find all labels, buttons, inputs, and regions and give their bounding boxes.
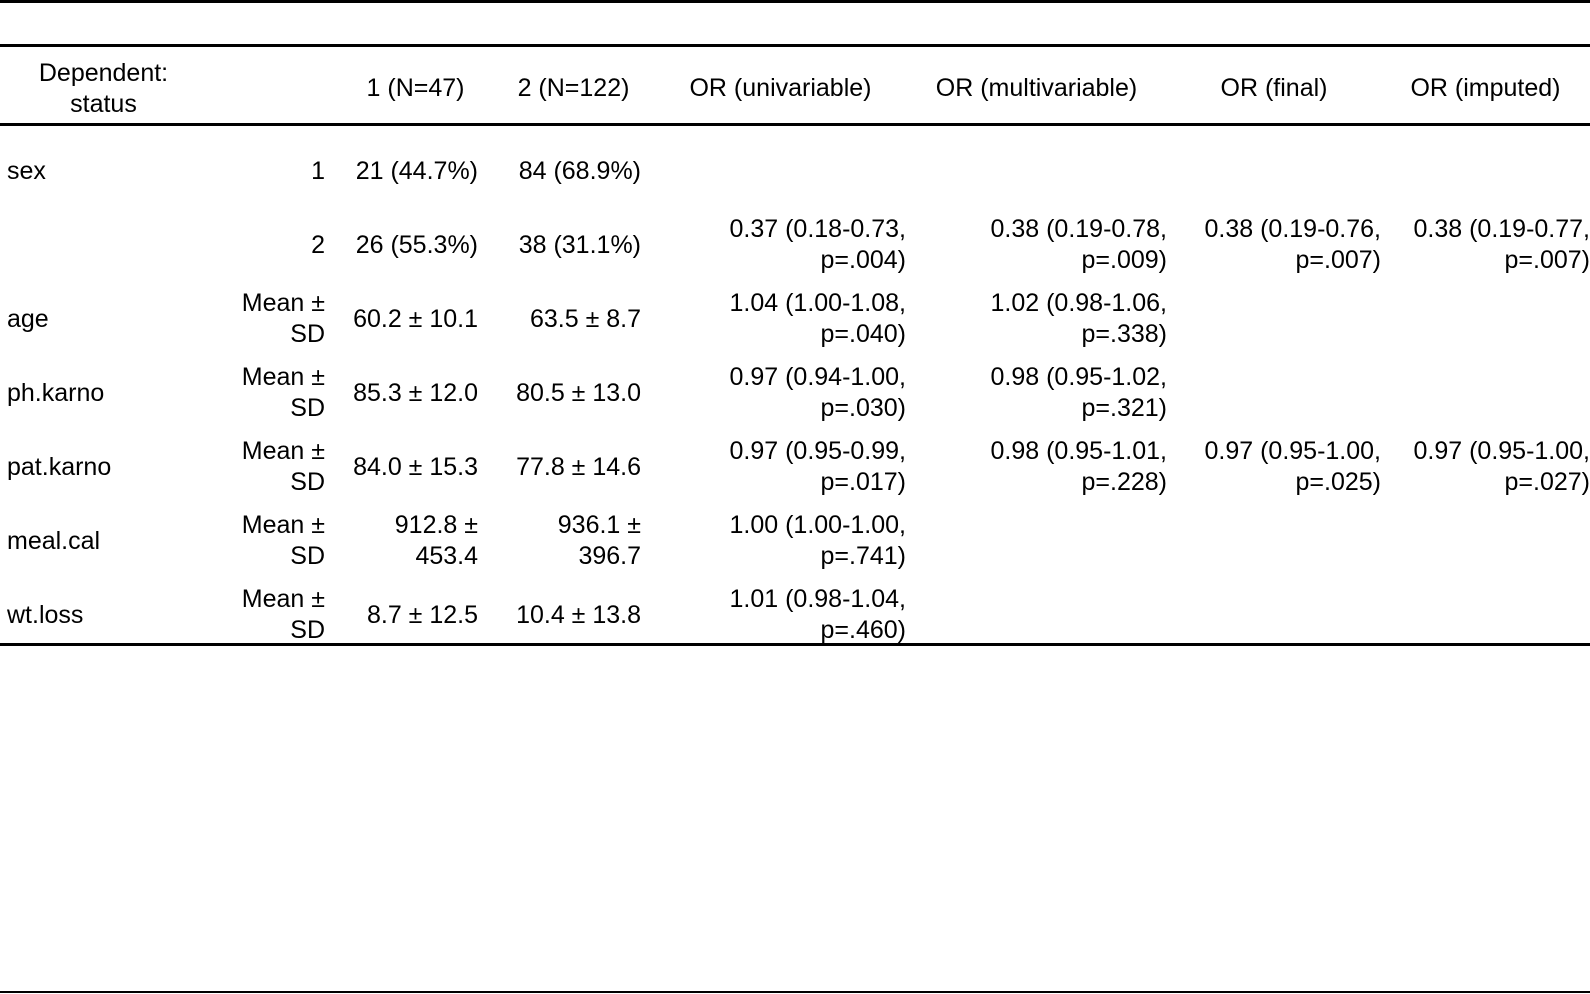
or-univariable-cell: 0.97 (0.94-1.00, p=.030) bbox=[729, 363, 906, 422]
group-1-cell: 85.3 ± 12.0 bbox=[353, 378, 478, 407]
group-2-cell: 63.5 ± 8.7 bbox=[529, 304, 641, 333]
top-rule bbox=[0, 0, 1590, 3]
or-multivariable-cell bbox=[906, 578, 1167, 652]
level-cell: 2 bbox=[311, 230, 325, 259]
variable-label: sex bbox=[7, 156, 46, 185]
table-row: 2 26 (55.3%) 38 (31.1%) 0.37 (0.18-0.73,… bbox=[0, 208, 1590, 282]
level-cell: Mean ± SD bbox=[241, 363, 325, 422]
header-bottom-rule bbox=[0, 123, 1590, 126]
header-level bbox=[207, 49, 339, 128]
variable-label: ph.karno bbox=[7, 378, 105, 407]
or-multivariable-cell: 0.98 (0.95-1.01, p=.228) bbox=[990, 437, 1167, 496]
table-row: sex 1 21 (44.7%) 84 (68.9%) bbox=[0, 128, 1590, 208]
level-cell: Mean ± SD bbox=[241, 511, 325, 570]
header-group-1: 1 (N=47) bbox=[366, 74, 465, 102]
header-top-rule bbox=[0, 44, 1590, 47]
or-univariable-cell: 0.97 (0.95-0.99, p=.017) bbox=[729, 437, 906, 496]
or-final-cell bbox=[1167, 128, 1381, 208]
header-group-2: 2 (N=122) bbox=[517, 74, 630, 102]
or-univariable-cell: 1.04 (1.00-1.08, p=.040) bbox=[729, 289, 906, 348]
group-1-cell: 21 (44.7%) bbox=[355, 156, 478, 185]
or-imputed-cell bbox=[1381, 128, 1590, 208]
table-row: pat.karno Mean ± SD 84.0 ± 15.3 77.8 ± 1… bbox=[0, 430, 1590, 504]
or-final-cell bbox=[1167, 356, 1381, 430]
variable-label: meal.cal bbox=[7, 526, 101, 555]
or-final-cell bbox=[1167, 504, 1381, 578]
group-1-cell: 60.2 ± 10.1 bbox=[353, 304, 478, 333]
or-imputed-cell bbox=[1381, 578, 1590, 652]
table-row: ph.karno Mean ± SD 85.3 ± 12.0 80.5 ± 13… bbox=[0, 356, 1590, 430]
group-2-cell: 38 (31.1%) bbox=[518, 230, 641, 259]
table-bottom-rule bbox=[0, 643, 1590, 646]
level-cell: Mean ± SD bbox=[241, 437, 325, 496]
or-imputed-cell bbox=[1381, 504, 1590, 578]
or-multivariable-cell bbox=[906, 128, 1167, 208]
group-1-cell: 26 (55.3%) bbox=[355, 230, 478, 259]
variable-label: pat.karno bbox=[7, 452, 112, 481]
table-row: meal.cal Mean ± SD 912.8 ± 453.4 936.1 ±… bbox=[0, 504, 1590, 578]
level-cell: 1 bbox=[311, 156, 325, 185]
or-multivariable-cell: 0.98 (0.95-1.02, p=.321) bbox=[990, 363, 1167, 422]
header-or-final: OR (final) bbox=[1220, 74, 1328, 102]
table-header-row: Dependent: status 1 (N=47) 2 (N=122) OR … bbox=[0, 49, 1590, 128]
table-row: wt.loss Mean ± SD 8.7 ± 12.5 10.4 ± 13.8… bbox=[0, 578, 1590, 652]
or-imputed-cell: 0.97 (0.95-1.00, p=.027) bbox=[1413, 437, 1590, 496]
or-multivariable-cell: 1.02 (0.98-1.06, p=.338) bbox=[990, 289, 1167, 348]
level-cell: Mean ± SD bbox=[241, 289, 325, 348]
or-final-cell bbox=[1167, 282, 1381, 356]
group-2-cell: 80.5 ± 13.0 bbox=[516, 378, 641, 407]
group-2-cell: 936.1 ± 396.7 bbox=[557, 511, 641, 570]
or-final-cell: 0.38 (0.19-0.76, p=.007) bbox=[1204, 215, 1381, 274]
or-multivariable-cell bbox=[906, 504, 1167, 578]
level-cell: Mean ± SD bbox=[241, 585, 325, 644]
regression-table: Dependent: status 1 (N=47) 2 (N=122) OR … bbox=[0, 49, 1590, 652]
or-univariable-cell: 0.37 (0.18-0.73, p=.004) bbox=[729, 215, 906, 274]
header-or-multivariable: OR (multivariable) bbox=[935, 74, 1138, 102]
or-univariable-cell bbox=[655, 128, 906, 208]
variable-label: wt.loss bbox=[7, 600, 84, 629]
variable-label: age bbox=[7, 304, 49, 333]
or-final-cell bbox=[1167, 578, 1381, 652]
header-dependent: Dependent: status bbox=[38, 58, 169, 118]
group-2-cell: 84 (68.9%) bbox=[518, 156, 641, 185]
or-multivariable-cell: 0.38 (0.19-0.78, p=.009) bbox=[990, 215, 1167, 274]
table-row: age Mean ± SD 60.2 ± 10.1 63.5 ± 8.7 1.0… bbox=[0, 282, 1590, 356]
or-univariable-cell: 1.01 (0.98-1.04, p=.460) bbox=[729, 585, 906, 644]
group-1-cell: 912.8 ± 453.4 bbox=[394, 511, 478, 570]
or-univariable-cell: 1.00 (1.00-1.00, p=.741) bbox=[729, 511, 906, 570]
or-imputed-cell bbox=[1381, 356, 1590, 430]
group-1-cell: 8.7 ± 12.5 bbox=[366, 600, 478, 629]
group-2-cell: 77.8 ± 14.6 bbox=[516, 452, 641, 481]
variable-label bbox=[0, 208, 207, 282]
page-bottom-rule bbox=[0, 991, 1590, 993]
header-or-univariable: OR (univariable) bbox=[689, 74, 872, 102]
or-final-cell: 0.97 (0.95-1.00, p=.025) bbox=[1204, 437, 1381, 496]
or-imputed-cell: 0.38 (0.19-0.77, p=.007) bbox=[1413, 215, 1590, 274]
group-1-cell: 84.0 ± 15.3 bbox=[353, 452, 478, 481]
group-2-cell: 10.4 ± 13.8 bbox=[516, 600, 641, 629]
header-or-imputed: OR (imputed) bbox=[1410, 74, 1561, 102]
or-imputed-cell bbox=[1381, 282, 1590, 356]
